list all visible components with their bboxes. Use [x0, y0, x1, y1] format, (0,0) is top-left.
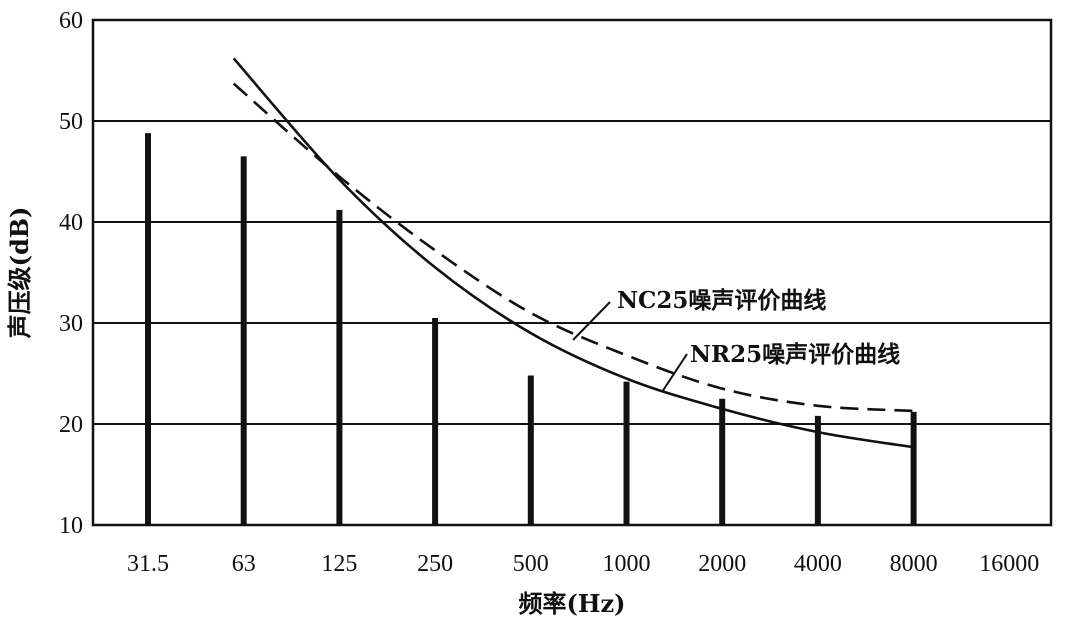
- annotation-leader-1: [572, 301, 611, 341]
- x-tick-1000: 1000: [603, 551, 651, 577]
- y-tick-20: 20: [59, 412, 83, 438]
- curve-nc25: [232, 82, 914, 413]
- annotations: NC25噪声评价曲线 NR25噪声评价曲线: [572, 287, 900, 393]
- y-tick-labels: 10 20 30 40 50 60: [59, 8, 83, 539]
- y-tick-30: 30: [59, 311, 83, 337]
- bars: [145, 133, 917, 525]
- x-tick-2000: 2000: [698, 551, 746, 577]
- plot-frame: [91, 18, 1053, 527]
- x-tick-500: 500: [513, 551, 549, 577]
- annotation-label-2: NR25噪声评价曲线: [690, 341, 900, 368]
- x-tick-31-5: 31.5: [127, 551, 169, 577]
- x-tick-labels: 31.5 63 125 250 500 1000 2000 4000 8000 16000: [127, 551, 1039, 577]
- x-tick-250: 250: [417, 551, 453, 577]
- x-tick-8000: 8000: [890, 551, 938, 577]
- x-tick-4000: 4000: [794, 551, 842, 577]
- y-tick-50: 50: [59, 109, 83, 135]
- y-tick-60: 60: [59, 8, 83, 34]
- x-tick-125: 125: [321, 551, 357, 577]
- curve-nr25: [232, 57, 914, 449]
- x-tick-63: 63: [232, 551, 256, 577]
- curves: [232, 57, 914, 449]
- annotation-leader-2: [661, 353, 688, 393]
- x-tick-16000: 16000: [979, 551, 1039, 577]
- y-axis-label: 声压级(dB): [5, 207, 34, 340]
- y-tick-10: 10: [59, 513, 83, 539]
- y-tick-40: 40: [59, 210, 83, 236]
- grid-lines: [93, 120, 1051, 425]
- annotation-label-1: NC25噪声评价曲线: [617, 287, 826, 314]
- x-axis-label: 频率(Hz): [518, 589, 625, 618]
